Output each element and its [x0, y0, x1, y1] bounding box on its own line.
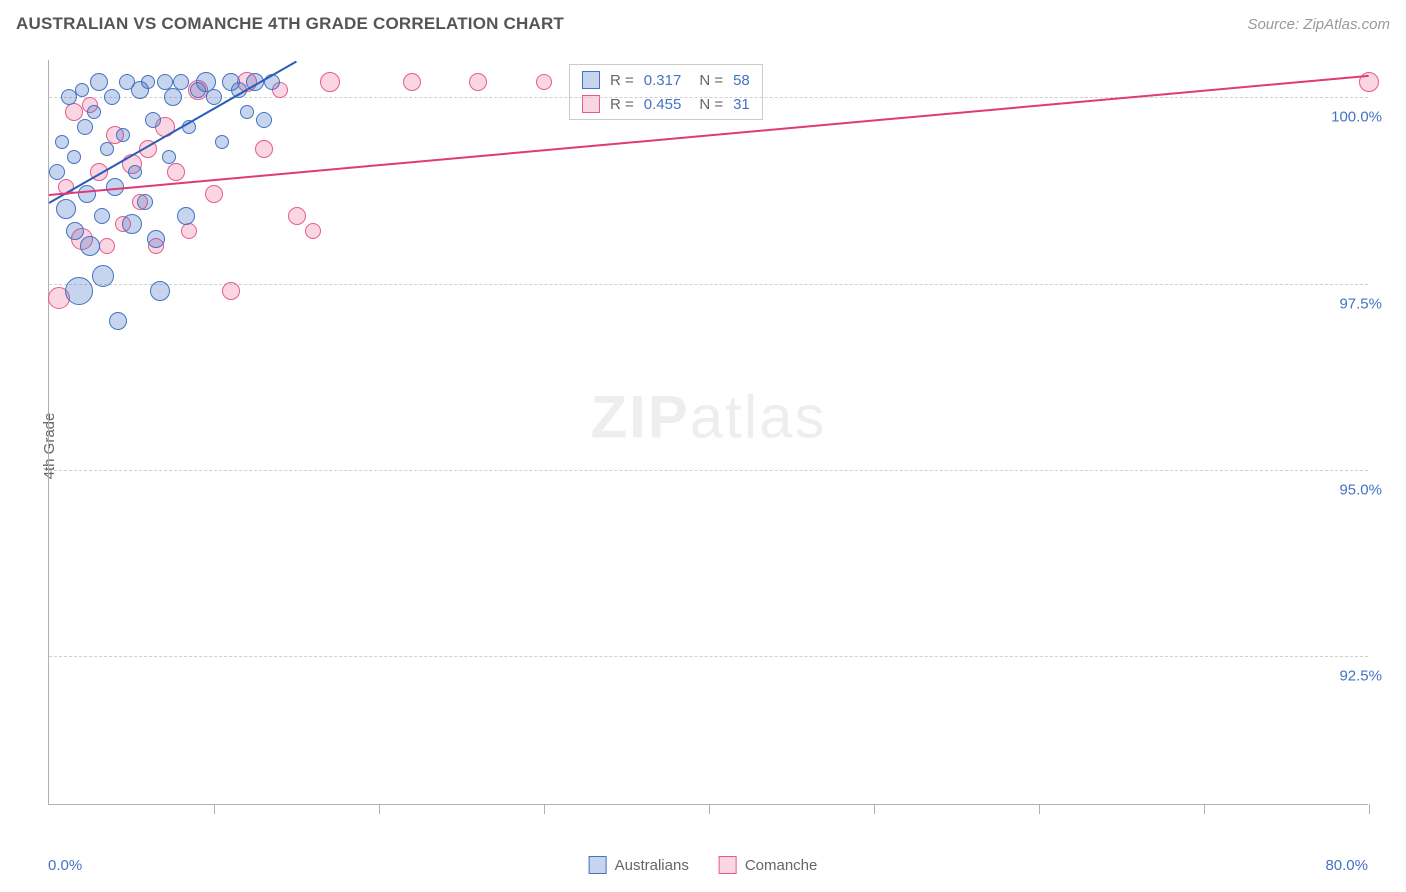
scatter-point	[94, 208, 110, 224]
scatter-point	[320, 72, 340, 92]
scatter-point	[65, 277, 93, 305]
scatter-point	[162, 150, 176, 164]
scatter-point	[128, 165, 142, 179]
scatter-point	[255, 140, 273, 158]
scatter-point	[65, 103, 83, 121]
scatter-point	[240, 105, 254, 119]
legend-label-australians: Australians	[615, 857, 689, 874]
scatter-point	[55, 135, 69, 149]
x-tick-label: 80.0%	[1325, 857, 1368, 874]
scatter-point	[256, 112, 272, 128]
stat-r-value-australians: 0.317	[644, 72, 682, 89]
scatter-point	[109, 312, 127, 330]
gridline	[49, 470, 1368, 471]
scatter-point	[77, 119, 93, 135]
watermark-atlas: atlas	[690, 384, 827, 451]
scatter-point	[99, 238, 115, 254]
scatter-point	[56, 199, 76, 219]
watermark: ZIPatlas	[590, 383, 826, 452]
swatch-australians-icon	[589, 856, 607, 874]
source-label: Source: ZipAtlas.com	[1247, 16, 1390, 33]
scatter-point	[167, 163, 185, 181]
scatter-point	[122, 214, 142, 234]
x-tick	[1204, 804, 1205, 814]
scatter-point	[90, 73, 108, 91]
scatter-point	[116, 128, 130, 142]
scatter-point	[100, 142, 114, 156]
scatter-point	[403, 73, 421, 91]
x-tick	[544, 804, 545, 814]
scatter-point	[87, 105, 101, 119]
x-tick	[214, 804, 215, 814]
y-tick-label: 95.0%	[1339, 481, 1382, 498]
scatter-point	[49, 164, 65, 180]
x-tick	[1369, 804, 1370, 814]
scatter-point	[78, 185, 96, 203]
scatter-point	[177, 207, 195, 225]
x-tick	[379, 804, 380, 814]
x-tick	[709, 804, 710, 814]
legend-item-australians: Australians	[589, 856, 689, 874]
scatter-point	[222, 282, 240, 300]
stat-r-label: R =	[610, 72, 634, 89]
stat-n-label: N =	[699, 72, 723, 89]
scatter-point	[305, 223, 321, 239]
stat-n-value-australians: 58	[733, 72, 750, 89]
gridline	[49, 656, 1368, 657]
gridline	[49, 284, 1368, 285]
swatch-australians-icon	[582, 71, 600, 89]
scatter-point	[104, 89, 120, 105]
scatter-point	[215, 135, 229, 149]
scatter-point	[137, 194, 153, 210]
scatter-point	[80, 236, 100, 256]
scatter-point	[147, 230, 165, 248]
scatter-point	[536, 74, 552, 90]
scatter-point	[66, 222, 84, 240]
watermark-zip: ZIP	[590, 384, 689, 451]
x-tick	[1039, 804, 1040, 814]
y-tick-label: 100.0%	[1331, 109, 1382, 126]
stats-row-australians: R = 0.317 N = 58	[582, 71, 750, 89]
plot-area: ZIPatlas R = 0.317 N = 58 R = 0.455 N = …	[48, 60, 1368, 805]
chart-title: AUSTRALIAN VS COMANCHE 4TH GRADE CORRELA…	[16, 14, 564, 34]
y-tick-label: 97.5%	[1339, 295, 1382, 312]
scatter-point	[288, 207, 306, 225]
scatter-point	[141, 75, 155, 89]
bottom-legend: Australians Comanche	[589, 856, 818, 874]
gridline	[49, 97, 1368, 98]
x-tick-label: 0.0%	[48, 857, 82, 874]
x-tick	[874, 804, 875, 814]
scatter-point	[150, 281, 170, 301]
scatter-point	[173, 74, 189, 90]
legend-label-comanche: Comanche	[745, 857, 818, 874]
scatter-point	[92, 265, 114, 287]
stats-legend-box: R = 0.317 N = 58 R = 0.455 N = 31	[569, 64, 763, 120]
scatter-point	[67, 150, 81, 164]
scatter-point	[75, 83, 89, 97]
swatch-comanche-icon	[719, 856, 737, 874]
legend-item-comanche: Comanche	[719, 856, 818, 874]
y-tick-label: 92.5%	[1339, 668, 1382, 685]
scatter-point	[469, 73, 487, 91]
scatter-point	[205, 185, 223, 203]
scatter-point	[181, 223, 197, 239]
scatter-point	[145, 112, 161, 128]
scatter-point	[164, 88, 182, 106]
